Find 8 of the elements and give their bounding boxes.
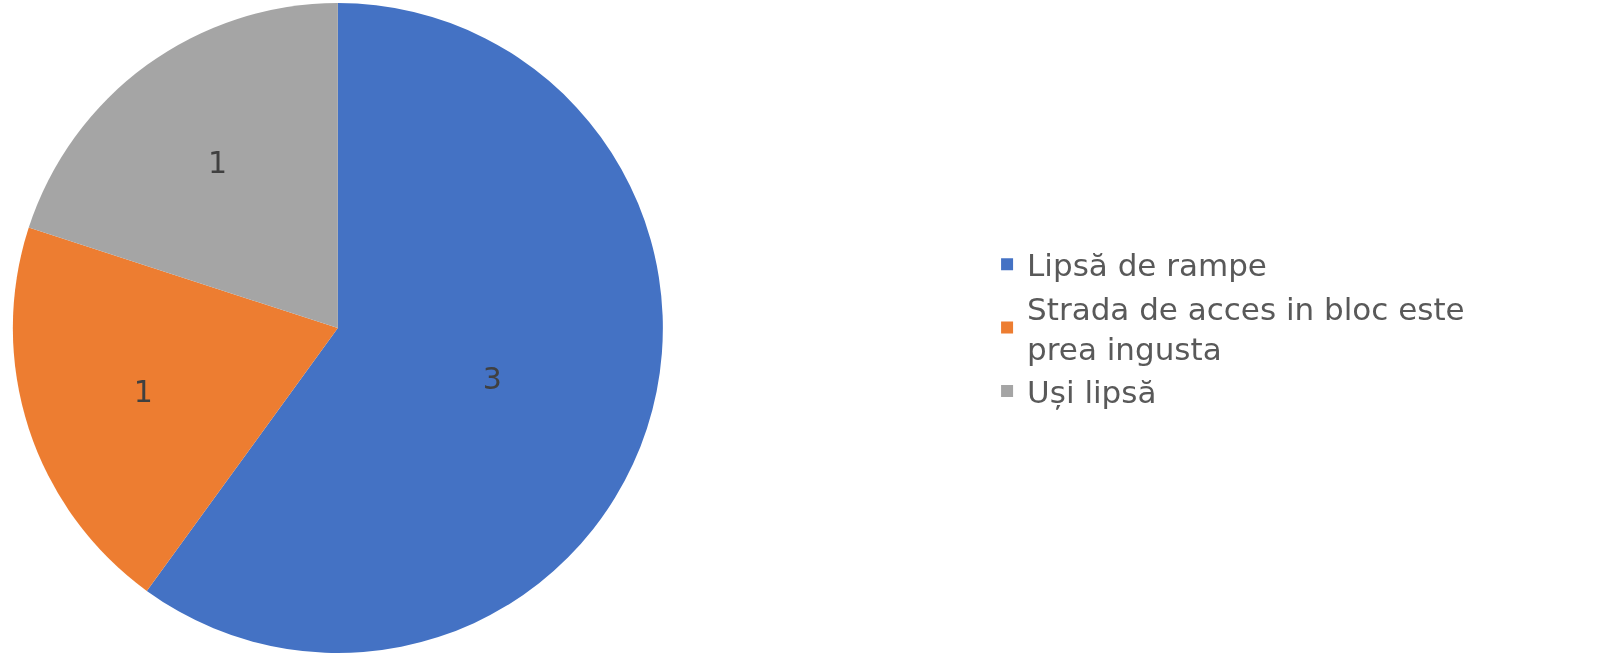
legend-label: Strada de acces in bloc este prea ingusta	[1027, 290, 1465, 367]
pie-slice	[28, 2, 338, 328]
data-label: 1	[133, 373, 153, 409]
legend-label: Lipsă de rampe	[1027, 247, 1267, 284]
data-label: 3	[482, 360, 502, 396]
data-label: 1	[207, 144, 228, 180]
legend-label: Uși lipsă	[1027, 374, 1157, 411]
pie-slice	[13, 227, 338, 591]
